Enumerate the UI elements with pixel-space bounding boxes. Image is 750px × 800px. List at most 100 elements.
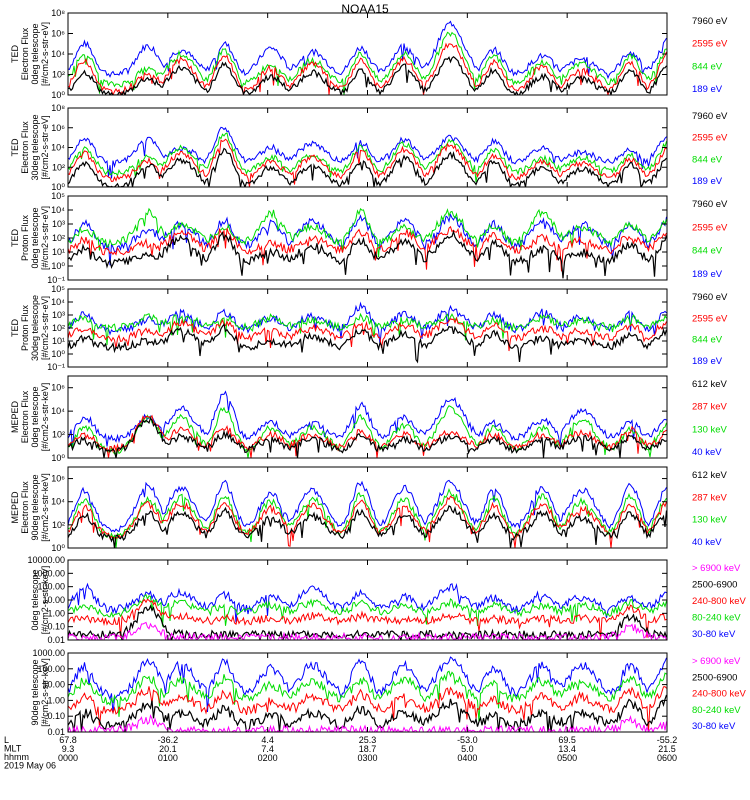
y-axis-label-line: MEPED [10, 401, 20, 434]
y-axis-label-line: Proton Flux [20, 214, 30, 261]
y-tick-label: 10.00 [42, 680, 65, 690]
legend-entry: 844 eV [692, 335, 723, 346]
legend-entry: 612 keV [692, 470, 728, 481]
x-tick-label-MLT: 21.5 [658, 744, 676, 754]
y-tick-label: 10⁰ [51, 182, 65, 192]
y-axis-label-line: TED [10, 44, 20, 63]
x-tick-label-L: 67.8 [59, 735, 77, 745]
y-tick-label: 10¹ [52, 247, 65, 257]
y-tick-label: 10.00 [42, 595, 65, 605]
series-line-189-ev [68, 301, 667, 345]
series-line-80-240-kev [68, 670, 667, 723]
legend-entry: 844 eV [692, 246, 723, 257]
x-tick-label-time: 0500 [557, 753, 577, 763]
y-axis-label-line: [#/cm2-s-str-keV] [40, 658, 50, 727]
y-tick-label: 10⁶ [51, 29, 65, 39]
legend-entry: 2595 eV [692, 133, 728, 144]
series-line-844-ev [68, 312, 667, 346]
legend-entry: 7960 eV [692, 199, 728, 210]
panel-frame [67, 559, 668, 641]
x-tick-label-MLT: 5.0 [461, 744, 474, 754]
y-axis-label-line: [#/cm2-s-str-eV] [40, 296, 50, 360]
panel-6: 10⁰ 10² 10⁴ 10⁶ MEPED Electron Flux 90deg tele… [10, 466, 728, 553]
y-tick-label: 10⁰ [51, 453, 65, 463]
y-tick-label: 10³ [52, 219, 65, 229]
legend-entry: 40 keV [692, 537, 722, 548]
y-axis-label-line: 0deg telescope [30, 23, 40, 84]
y-axis-label-line: [#/cm2-s-str-eV] [40, 206, 50, 270]
y-tick-label: 10⁰ [51, 90, 65, 100]
x-tick-label-time: 0000 [58, 753, 78, 763]
x-row-label: MLT [4, 744, 22, 754]
y-tick-label: 10⁸ [51, 103, 65, 113]
y-axis-label-line: [#/cm2-s-str-keV] [40, 473, 50, 542]
series-line-287-kev [68, 414, 667, 458]
series-line-2500-6900 [68, 604, 667, 640]
y-axis-label-line: 0deg telescope [30, 569, 40, 630]
panel-1: 10⁰ 10² 10⁴ 10⁶ 10⁸ TED Electron Flux 0deg tele… [10, 8, 728, 100]
y-tick-label: 10000.00 [27, 555, 65, 565]
series-line-844-ev [68, 31, 667, 95]
y-tick-label: 1000.00 [32, 648, 65, 658]
legend-entry: 2500-6900 [692, 580, 737, 591]
y-tick-label: 10⁶ [51, 474, 65, 484]
legend-entry: 189 eV [692, 176, 723, 187]
panel-data [68, 479, 667, 548]
y-tick-label: 10² [52, 520, 65, 530]
x-tick-label-MLT: 7.4 [261, 744, 274, 754]
legend-entry: 287 keV [692, 492, 728, 503]
y-tick-label: 10⁰ [51, 543, 65, 553]
x-tick-label-L: 4.4 [261, 735, 274, 745]
series-line-2595-ev [68, 225, 667, 272]
y-axis-label-line: 30deg telescope [30, 114, 40, 180]
legend-entry: 287 keV [692, 402, 728, 413]
x-row-label: L [4, 735, 9, 745]
series-line-40-kev [68, 390, 667, 449]
y-tick-label: 10³ [52, 310, 65, 320]
y-tick-label: 0.01 [47, 635, 65, 645]
y-tick-label: 10⁵ [51, 284, 65, 294]
legend-entry: 130 keV [692, 424, 728, 435]
x-tick-label-time: 0100 [158, 753, 178, 763]
series-line-612-kev [68, 505, 667, 548]
y-tick-label: 1.00 [47, 608, 65, 618]
series-line-130-kev [68, 405, 667, 458]
y-tick-label: 10² [52, 70, 65, 80]
y-tick-label: 10⁴ [51, 205, 65, 215]
x-row-label: hhmm [4, 752, 29, 762]
legend-entry: 80-240 keV [692, 705, 741, 716]
y-tick-label: 100.00 [37, 664, 65, 674]
y-tick-label: 10⁸ [51, 8, 65, 18]
y-tick-label: 0.10 [47, 622, 65, 632]
panel-4: 10⁻¹ 10⁰ 10¹ 10² 10³ 10⁴ 10⁵ TED Proton Flux 30de… [10, 284, 728, 372]
x-tick-label-L: 69.5 [558, 735, 576, 745]
series-line-30-80-kev [68, 656, 667, 714]
y-tick-label: 0.01 [47, 727, 65, 737]
y-tick-label: 10⁶ [51, 383, 65, 393]
series-line-7960-ev [68, 147, 667, 187]
y-tick-label: 10⁶ [51, 123, 65, 133]
legend-entry: 2500-6900 [692, 672, 737, 683]
panel-data [68, 126, 667, 187]
y-tick-label: 10⁴ [51, 143, 65, 153]
y-axis-label-line: [#/cm2-s-str-keV] [40, 566, 50, 635]
series-line-7960-ev [68, 229, 667, 279]
series-line-40-kev [68, 479, 667, 533]
y-axis-label-line: Electron Flux [20, 390, 30, 443]
series-line-240-800-kev [68, 686, 667, 731]
legend-entry: 844 eV [692, 61, 723, 72]
x-tick-label-L: 25.3 [359, 735, 377, 745]
x-tick-label-time: 0400 [457, 753, 477, 763]
y-axis-label-line: 30deg telescope [30, 295, 40, 361]
legend-entry: 7960 eV [692, 16, 728, 27]
y-axis-label-line: 90deg telescope [30, 474, 40, 540]
y-axis-label-line: [#/cm2-s-str-eV] [40, 22, 50, 86]
y-tick-label: 10⁵ [51, 191, 65, 201]
series-line-2595-ev [68, 316, 667, 352]
y-axis-label-line: 0deg telescope [30, 386, 40, 447]
panel-data [68, 582, 667, 640]
series-line-7960-ev [68, 56, 667, 95]
